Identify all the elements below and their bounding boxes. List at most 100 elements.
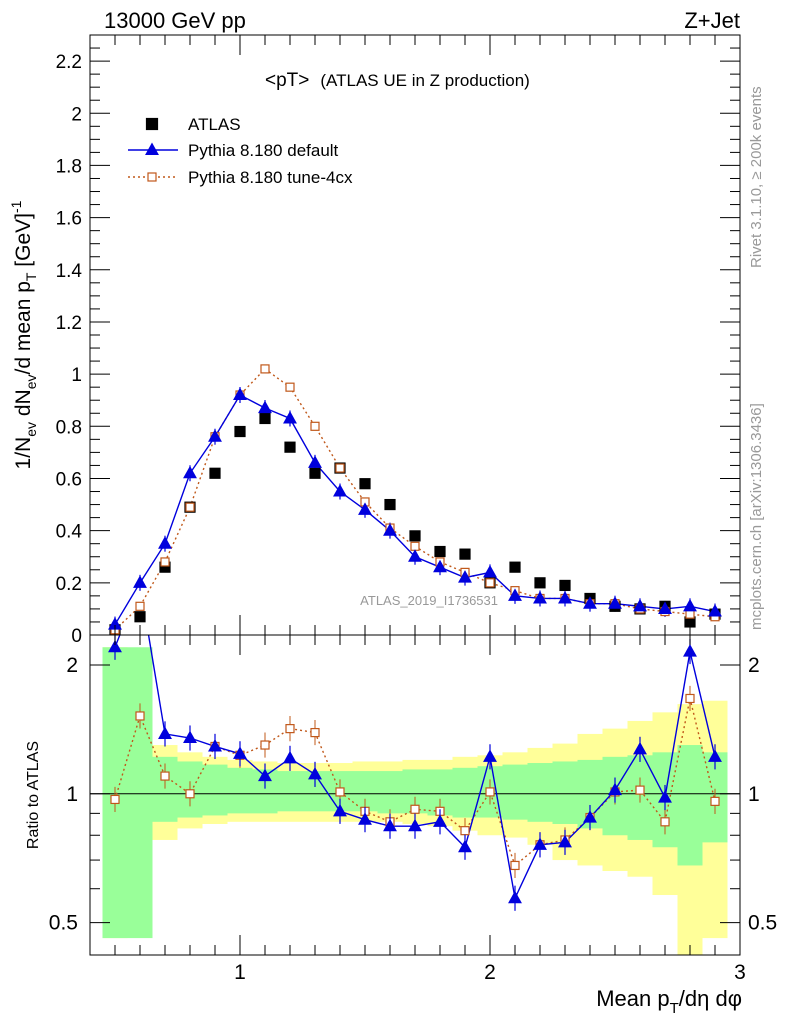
default-point [158, 536, 172, 549]
y-tick-label-top: 1.8 [56, 156, 82, 177]
atlas-point [459, 548, 471, 560]
stat_green-band [277, 771, 303, 812]
atlas-point [284, 441, 296, 453]
y-axis-title-ratio: Ratio to ATLAS [25, 741, 42, 849]
default-point [208, 429, 222, 442]
tune4cx-line [114, 367, 716, 631]
tune4cx-point [185, 502, 195, 512]
default-ratio-point [308, 766, 322, 780]
stat_green-band [202, 764, 228, 816]
tune4cx-ratio-point [685, 693, 695, 704]
tune4cx-point [160, 557, 170, 567]
default-ratio-point [683, 644, 697, 657]
legend-label: Pythia 8.180 tune-4cx [188, 168, 353, 187]
default-ratio-point [658, 790, 672, 803]
legend-label: Pythia 8.180 default [188, 141, 339, 160]
stat_green-band [452, 767, 478, 818]
default-point [533, 591, 547, 604]
y-tick-label-top: 0.8 [56, 417, 82, 438]
atlas-point [434, 545, 446, 558]
legend: ATLAS Pythia 8.180 default Pythia 8.180 tu… [128, 115, 353, 187]
y-tick-label-top: 1.6 [56, 209, 82, 230]
default-ratio-point [458, 839, 472, 853]
default-ratio-point [283, 750, 297, 764]
tune4cx-point [335, 463, 345, 473]
default-ratio-point [633, 741, 647, 755]
y-tick-label-top: 1.4 [56, 261, 83, 282]
legend-label: ATLAS [188, 115, 241, 134]
default-point [658, 601, 672, 614]
default-point [633, 598, 647, 612]
tune4cx-ratio-point [410, 804, 420, 814]
x-tick-label: 2 [484, 961, 496, 984]
default-point [183, 465, 197, 479]
default-ratio-point [608, 782, 622, 796]
stat_green-band [227, 767, 253, 814]
tune4cx-ratio-point [460, 826, 470, 836]
default-ratio-point [183, 730, 197, 744]
default-point [508, 588, 522, 601]
default-ratio-point [408, 818, 422, 832]
default-ratio-point [483, 749, 497, 762]
tune4cx-ratio-point [335, 787, 345, 797]
atlas-point [134, 611, 146, 623]
stat_green-band [552, 761, 578, 824]
plot-title: <pT> (ATLAS UE in Z production) [265, 70, 530, 91]
tune4cx-ratio-point [110, 794, 120, 805]
default-point [408, 549, 422, 562]
default-point [133, 575, 147, 588]
y-tick-label-top: 2 [71, 104, 82, 125]
default-point [433, 559, 447, 573]
tune4cx-ratio-point [310, 727, 320, 738]
default-ratio-point [708, 749, 722, 762]
y-tick-label-ratio: 1 [66, 783, 78, 806]
tune4cx-ratio-point [160, 771, 170, 781]
default-point [583, 596, 597, 609]
default-line [114, 394, 716, 625]
legend-tune4cx-marker [147, 172, 157, 182]
default-point [283, 411, 297, 424]
atlas-point [259, 412, 271, 425]
tune4cx-ratio-point [485, 787, 495, 797]
default-ratio-point [233, 746, 247, 759]
default-point [333, 484, 347, 497]
default-ratio-point [258, 768, 272, 782]
default-ratio-point [583, 810, 597, 823]
default-ratio-point [108, 639, 122, 653]
default-point [708, 604, 722, 617]
atlas-point [359, 478, 371, 490]
default-point [558, 591, 572, 604]
default-point [358, 502, 372, 515]
default-ratio-point [508, 890, 522, 904]
y-tick-label-top: 0.4 [56, 522, 83, 543]
stat_green-band [127, 647, 153, 939]
header-process: Z+Jet [684, 8, 740, 33]
main-panel: 0 0.2 0.4 0.6 0.8 1 1.2 1.4 1.6 1.8 2 2.2 [56, 34, 741, 647]
y-tick-label-top: 0.6 [56, 469, 82, 490]
tune4cx-ratio-point [185, 789, 195, 799]
y-tick-label-ratio-right: 1 [748, 783, 760, 806]
default-ratio-point [558, 834, 572, 848]
default-ratio-point [533, 837, 547, 850]
atlas-point [234, 425, 246, 438]
tune4cx-point [135, 601, 145, 611]
y-tick-label-ratio-right: 2 [748, 654, 760, 677]
x-axis-title: Mean pT/dη dφ [596, 986, 742, 1017]
atlas-point [534, 577, 546, 589]
y-tick-label-top: 1.2 [56, 313, 82, 334]
y-tick-label-top: 0 [71, 626, 82, 647]
default-ratio-point [158, 726, 172, 739]
tune4cx-ratio-point [710, 796, 720, 806]
default-ratio-point [383, 818, 397, 832]
y-tick-label-ratio: 2 [66, 654, 78, 677]
stat_green-band [377, 771, 403, 814]
default-point [683, 598, 697, 612]
rivet-label: Rivet 3.1.10, ≥ 200k events [748, 86, 765, 268]
default-point [233, 387, 247, 401]
default-ratio-point [433, 814, 447, 827]
legend-atlas-marker [145, 117, 159, 131]
atlas-point [509, 561, 521, 573]
atlas-point [309, 467, 321, 479]
default-point [608, 596, 622, 609]
y-tick-label-top: 0.2 [56, 574, 82, 595]
